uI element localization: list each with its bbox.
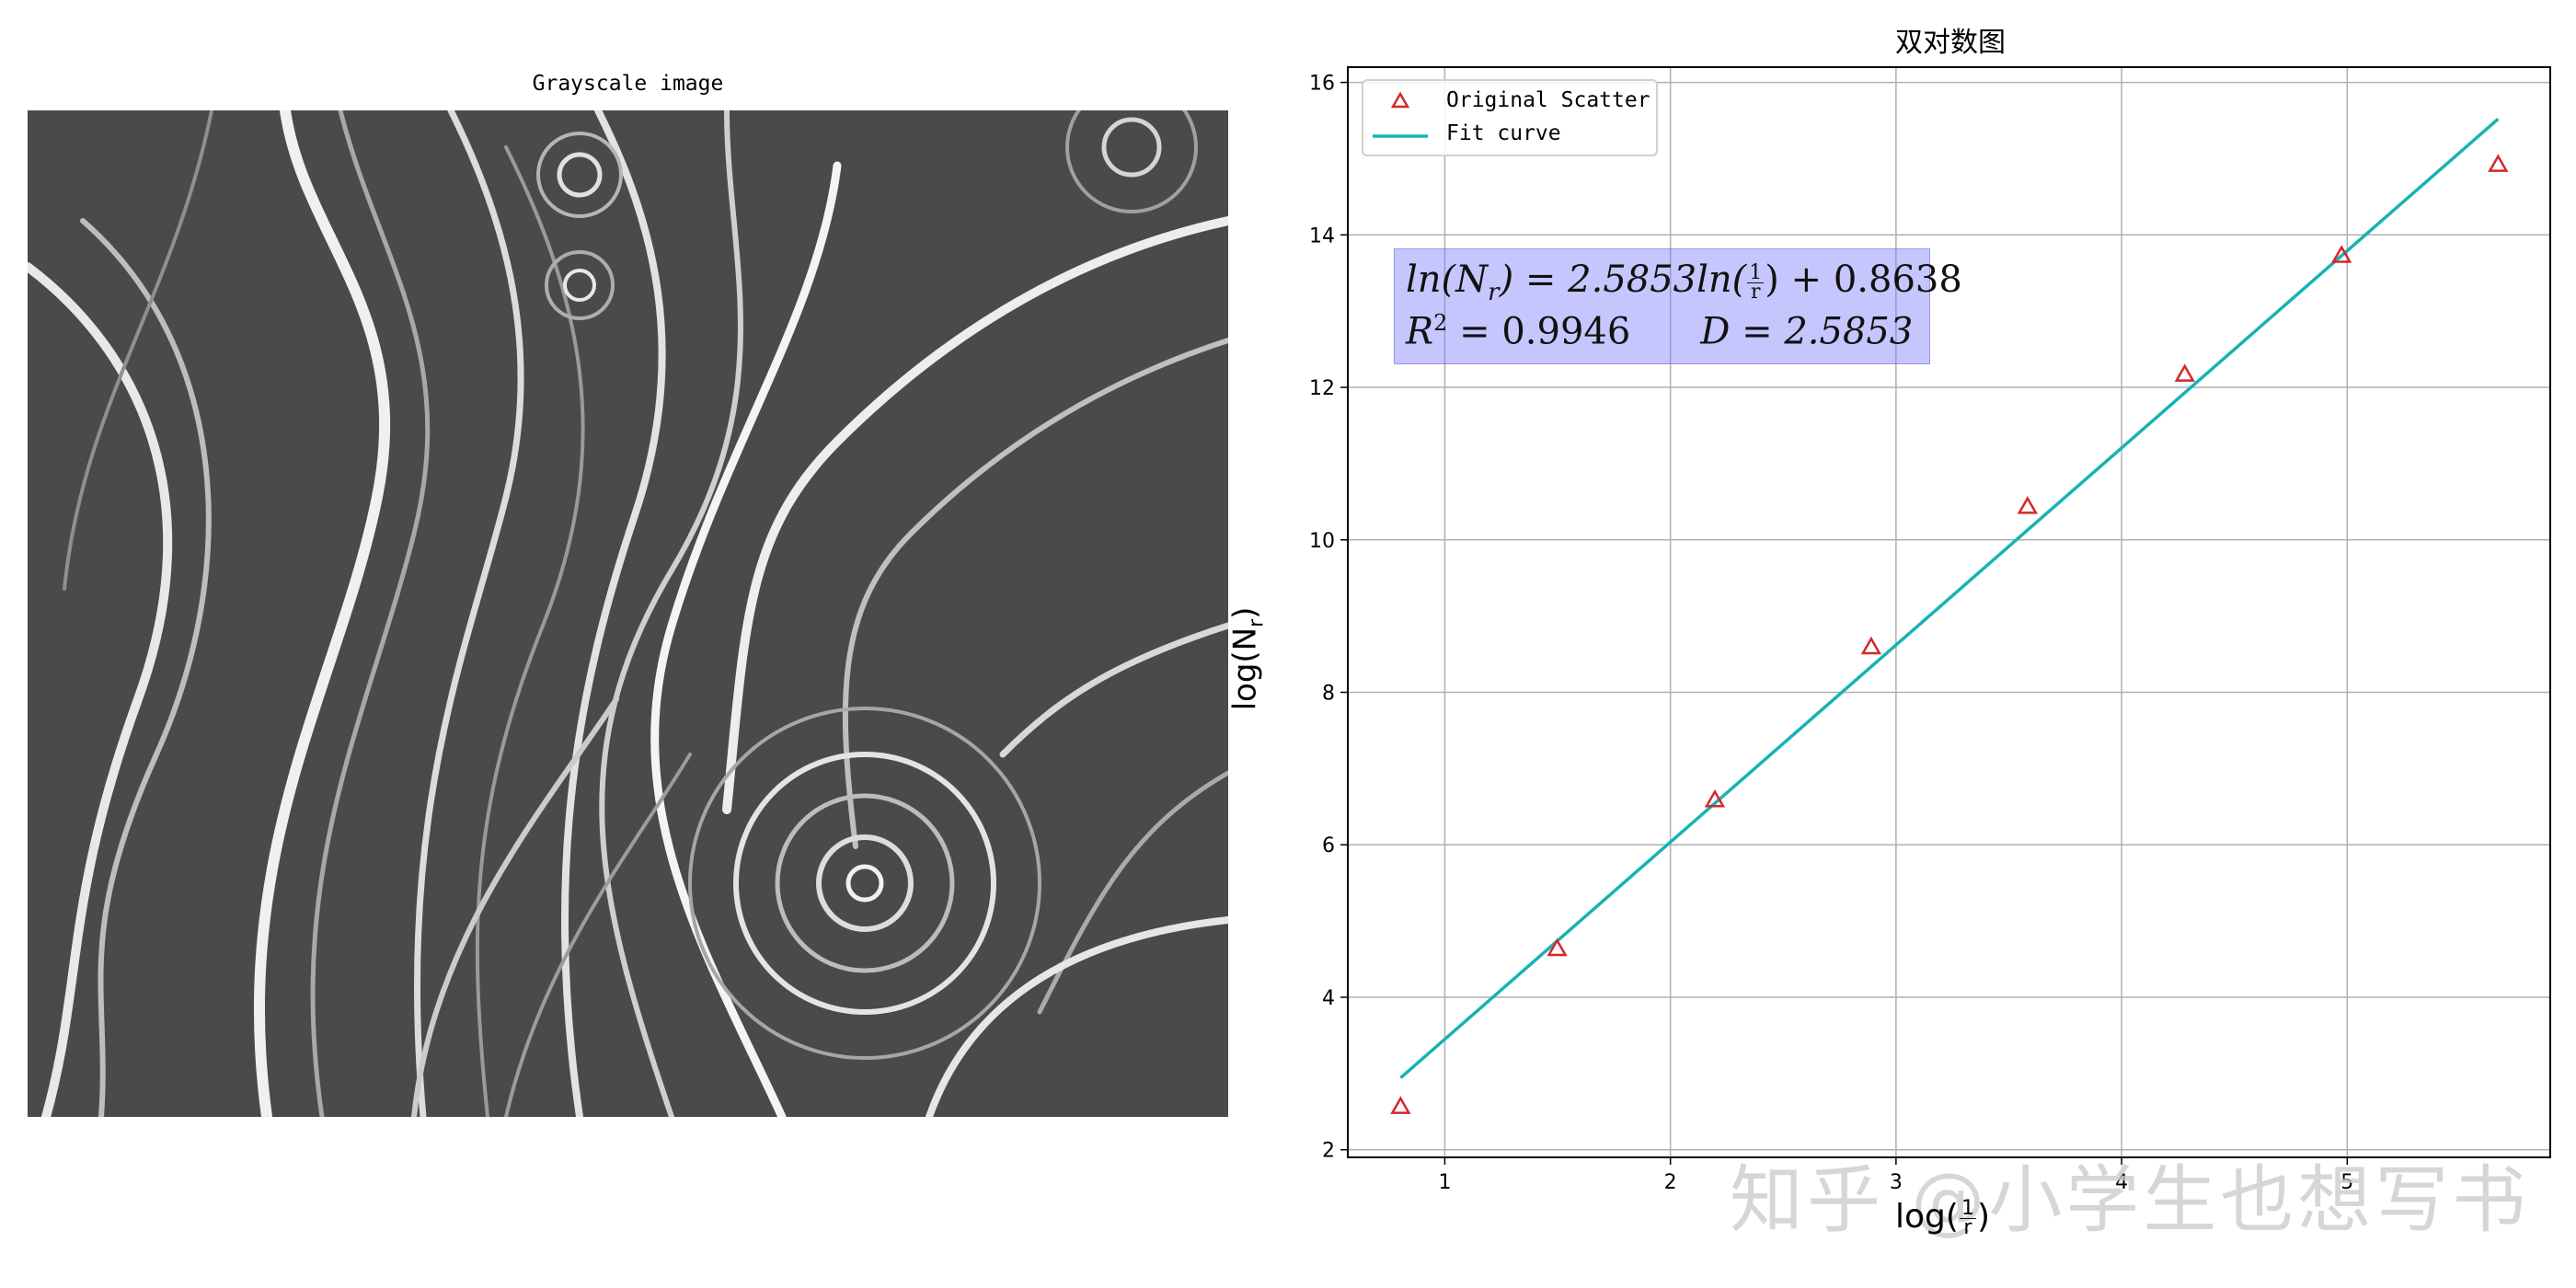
y-tick-label-3: 8: [1322, 683, 1335, 706]
equation-line-2: R2 = 0.9946 D = 2.5853: [1406, 310, 1914, 353]
legend-scatter-marker: [1390, 91, 1410, 109]
x-tick-label-0: 1: [1438, 1171, 1451, 1194]
scatter-point-1: [1547, 937, 1568, 957]
x-tick-label-3: 4: [2115, 1171, 2128, 1194]
plot-frame: [1347, 66, 2551, 1158]
fit-curve-line: [1399, 117, 2500, 1079]
y-tick-label-4: 10: [1309, 530, 1335, 553]
y-tick-label-5: 12: [1309, 377, 1335, 400]
x-tick-label-1: 2: [1664, 1171, 1677, 1194]
scatter-points: [1390, 154, 2509, 1114]
watermark-text: 知乎 @小学生也想写书: [1730, 1157, 2530, 1243]
grid-lines: [1348, 67, 2550, 1157]
legend-label-fit: Fit curve: [1446, 121, 1561, 145]
legend: Original Scatter Fit curve: [1362, 79, 1658, 156]
scatter-point-7: [2488, 154, 2509, 172]
scatter-point-3: [1860, 636, 1882, 655]
scatter-point-2: [1704, 788, 1726, 808]
x-tick-label-2: 3: [1890, 1171, 1903, 1194]
x-tick-label-4: 5: [2340, 1171, 2353, 1194]
scatter-point-5: [2174, 363, 2195, 382]
equation-line-1: ln(Nr) = 2.5853ln(1 r) + 0.8638: [1406, 259, 1962, 306]
y-axis-label: log(Nr): [1226, 606, 1269, 711]
x-axis-label: log(1 r): [1895, 1196, 1990, 1239]
chart-title: 双对数图: [1895, 27, 2006, 59]
y-tick-label-7: 16: [1309, 73, 1335, 96]
image-title: Grayscale image: [532, 72, 724, 96]
y-tick-label-0: 2: [1322, 1140, 1335, 1163]
legend-label-scatter: Original Scatter: [1446, 88, 1650, 112]
y-tick-label-6: 14: [1309, 224, 1335, 247]
grayscale-texture-image: [28, 110, 1228, 1117]
equation-annotation: ln(Nr) = 2.5853ln(1 r) + 0.8638 R2 = 0.99…: [1394, 248, 1962, 364]
scatter-point-4: [2017, 496, 2038, 514]
y-tick-label-2: 6: [1322, 834, 1335, 857]
scatter-point-0: [1390, 1096, 1411, 1114]
y-tick-label-1: 4: [1322, 987, 1335, 1010]
scatter-point-6: [2331, 245, 2352, 263]
